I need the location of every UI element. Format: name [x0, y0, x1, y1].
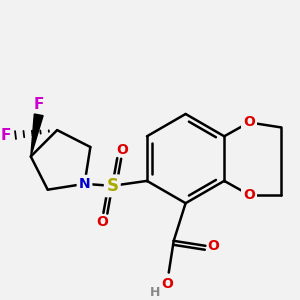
Text: O: O	[207, 239, 219, 253]
Text: H: H	[150, 286, 160, 299]
Text: O: O	[243, 188, 255, 202]
Text: S: S	[106, 177, 118, 195]
Text: N: N	[79, 177, 90, 191]
Text: O: O	[116, 143, 128, 157]
Text: F: F	[34, 98, 44, 112]
Text: O: O	[96, 214, 108, 229]
Text: O: O	[243, 116, 255, 129]
Text: F: F	[0, 128, 11, 142]
Text: O: O	[161, 278, 173, 292]
Polygon shape	[31, 114, 43, 157]
